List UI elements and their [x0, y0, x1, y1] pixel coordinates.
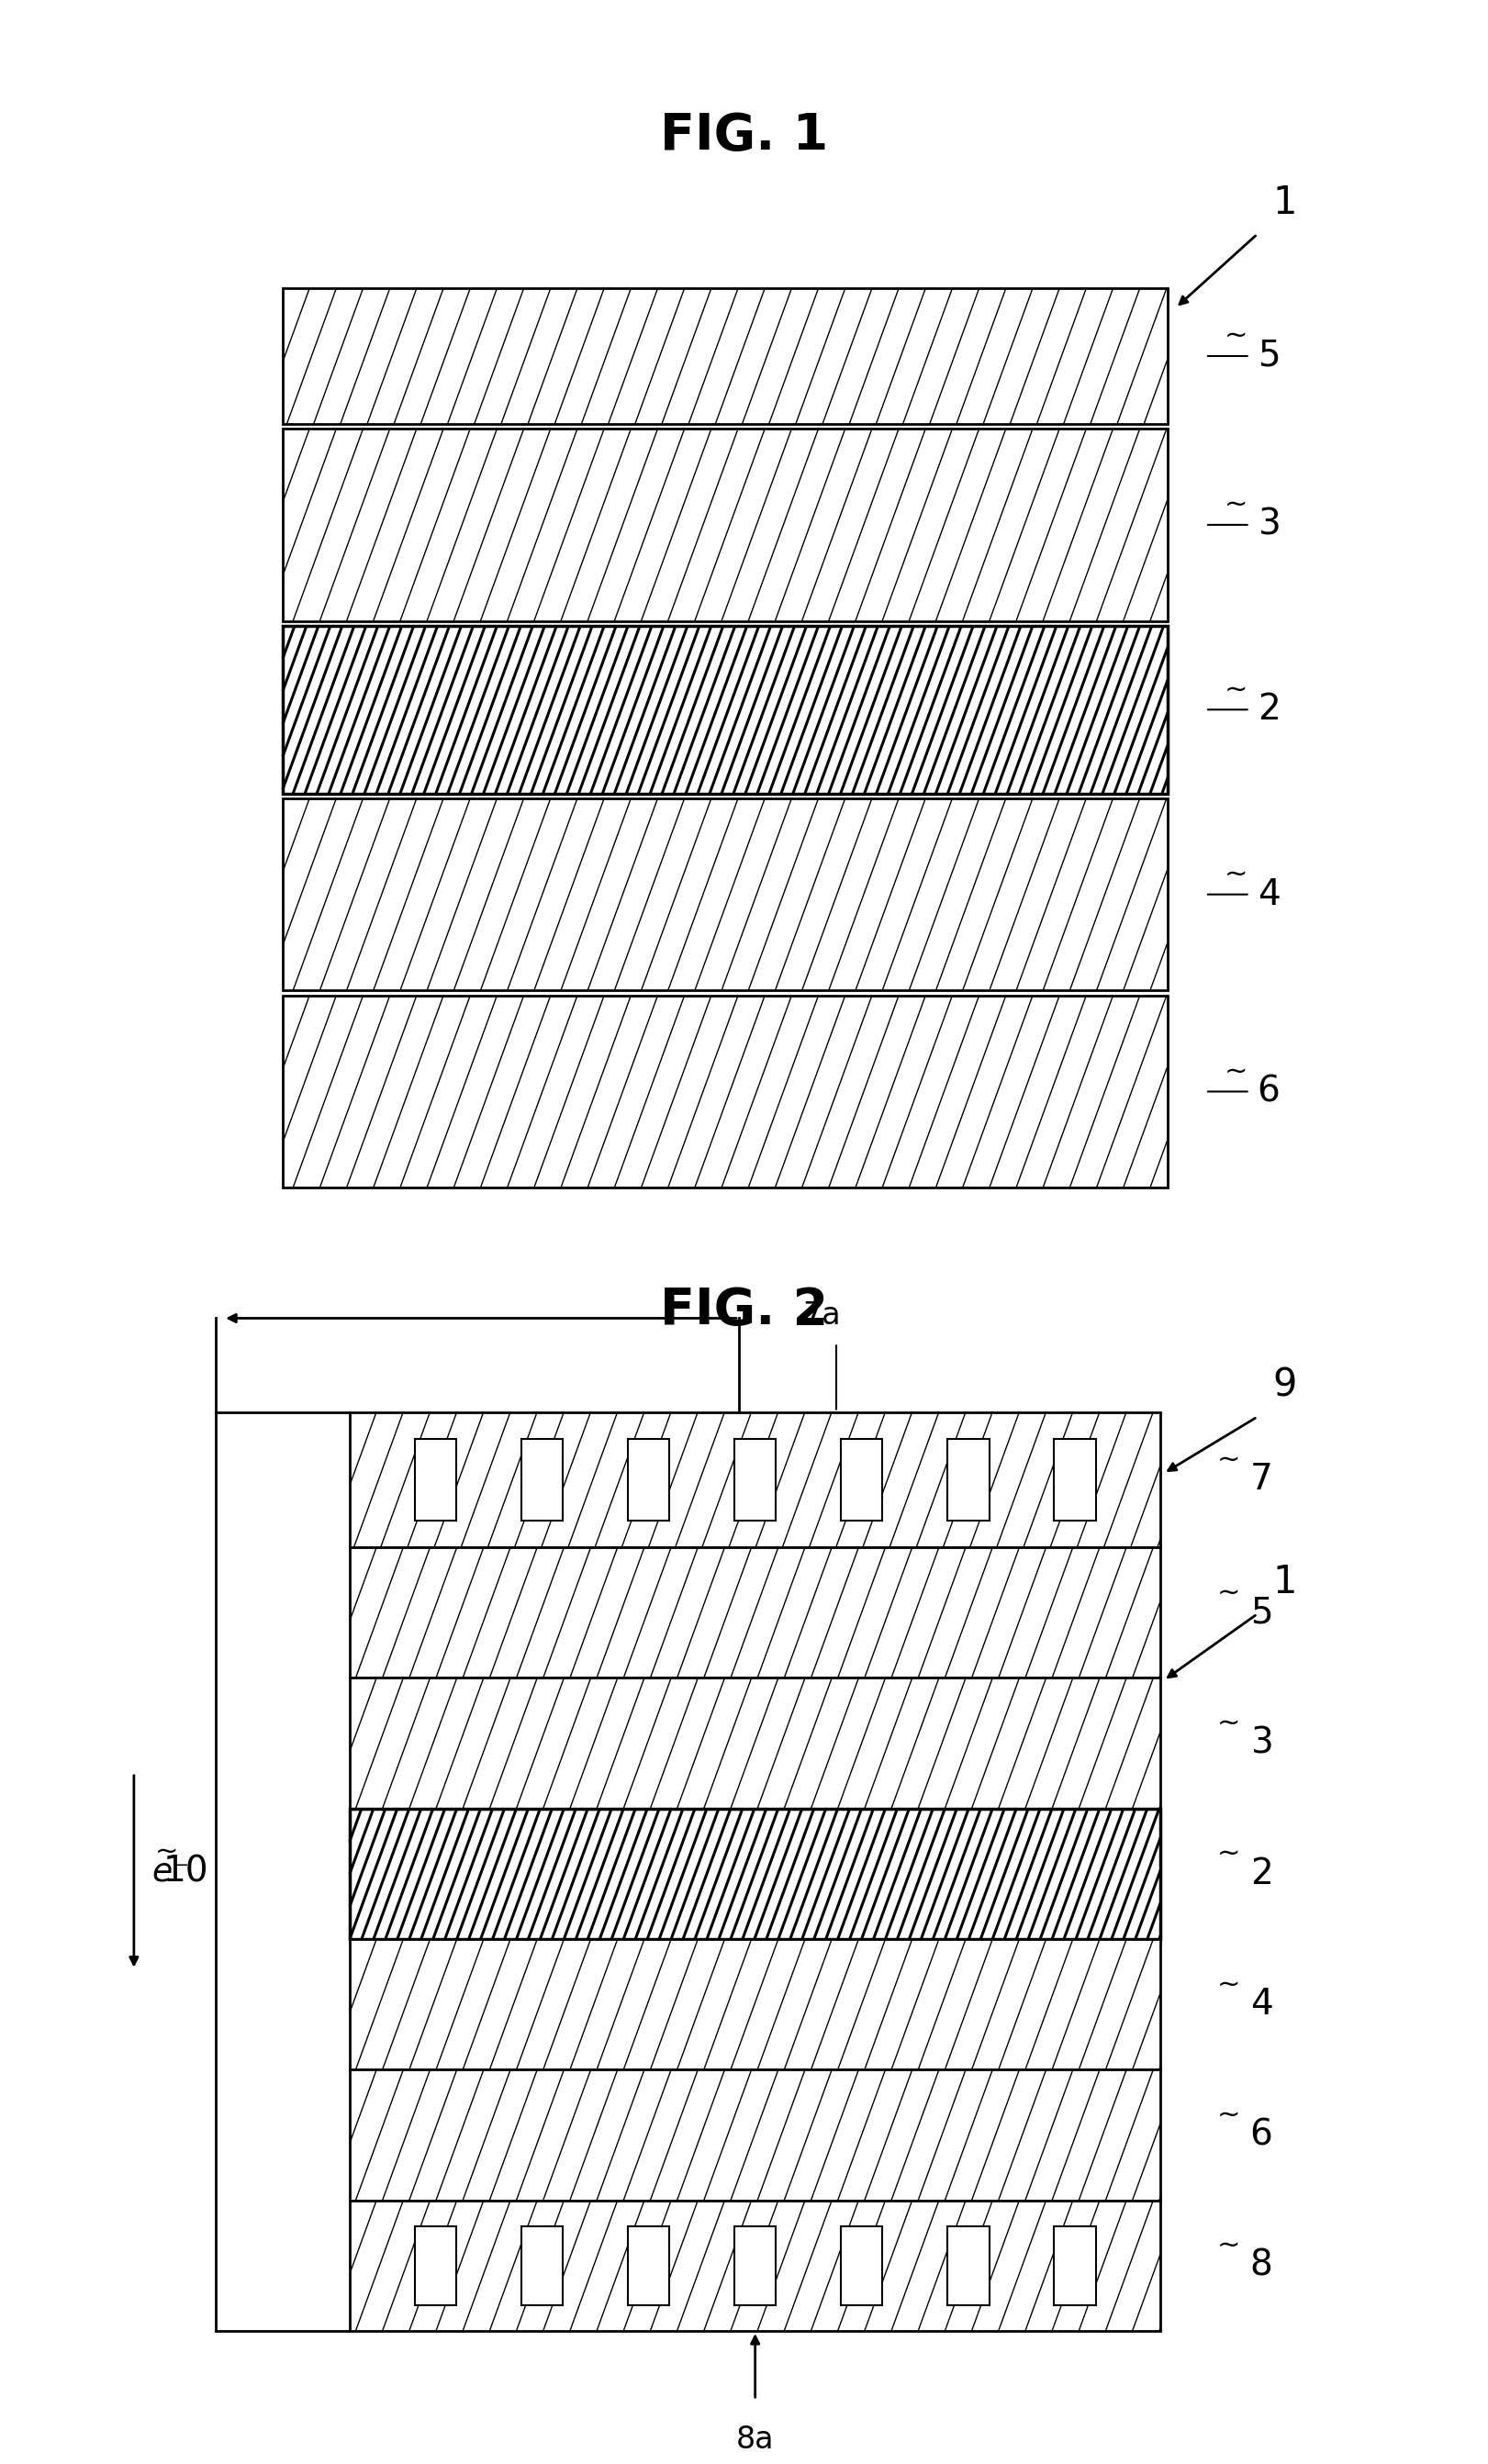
Bar: [1054, 1439, 1095, 1520]
Text: ~: ~: [1225, 323, 1248, 350]
Bar: [415, 1439, 457, 1520]
Bar: [734, 1439, 777, 1520]
Bar: [1054, 2227, 1095, 2304]
Bar: [283, 798, 1168, 991]
Text: 4: 4: [1250, 1986, 1272, 2023]
Bar: [948, 1439, 990, 1520]
Bar: [841, 2227, 882, 2304]
Text: ~: ~: [1225, 678, 1248, 702]
Text: ~: ~: [1217, 2102, 1241, 2129]
Bar: [841, 1439, 882, 1520]
Text: 8a: 8a: [737, 2425, 774, 2454]
Bar: [948, 2227, 990, 2304]
Bar: [350, 1547, 1161, 1678]
Bar: [283, 429, 1168, 621]
Text: 3: 3: [1250, 1725, 1272, 1762]
Text: FIG. 2: FIG. 2: [659, 1286, 829, 1335]
Bar: [283, 995, 1168, 1188]
Text: 8: 8: [1250, 2247, 1272, 2284]
Text: 7: 7: [1250, 1461, 1272, 1498]
Text: 10: 10: [162, 1853, 208, 1890]
Bar: [350, 1678, 1161, 1809]
Text: 9: 9: [1272, 1365, 1296, 1404]
Text: 2: 2: [1250, 1855, 1272, 1892]
Text: 4: 4: [1257, 877, 1280, 912]
Text: e⁻: e⁻: [152, 1855, 190, 1887]
Text: 1: 1: [1272, 182, 1296, 222]
Text: 1: 1: [1272, 1562, 1296, 1602]
Text: FIG. 1: FIG. 1: [659, 111, 829, 160]
Bar: [734, 2227, 777, 2304]
Text: 7a: 7a: [802, 1301, 841, 1331]
Bar: [283, 626, 1168, 793]
Text: 5: 5: [1257, 338, 1280, 375]
Text: 6: 6: [1250, 2117, 1272, 2154]
Text: ~: ~: [1217, 1446, 1241, 1473]
Bar: [283, 288, 1168, 424]
Text: ~: ~: [1217, 1579, 1241, 1607]
Text: 3: 3: [1257, 508, 1280, 542]
Text: ~: ~: [155, 1838, 179, 1865]
Bar: [415, 2227, 457, 2304]
Bar: [350, 2070, 1161, 2200]
Bar: [628, 1439, 670, 1520]
Bar: [350, 1412, 1161, 1547]
Text: ~: ~: [1217, 2232, 1241, 2259]
Bar: [521, 1439, 562, 1520]
Bar: [350, 1939, 1161, 2070]
Text: ~: ~: [1217, 1971, 1241, 1998]
Text: ~: ~: [1225, 493, 1248, 517]
Bar: [628, 2227, 670, 2304]
Text: ~: ~: [1225, 1060, 1248, 1084]
Bar: [350, 2200, 1161, 2331]
Text: ~: ~: [1217, 1710, 1241, 1737]
Text: ~: ~: [1217, 1841, 1241, 1868]
Text: ~: ~: [1225, 862, 1248, 887]
Bar: [521, 2227, 562, 2304]
Bar: [350, 1809, 1161, 1939]
Text: 2: 2: [1257, 692, 1280, 727]
Text: 6: 6: [1257, 1074, 1280, 1109]
Text: 5: 5: [1250, 1594, 1272, 1631]
